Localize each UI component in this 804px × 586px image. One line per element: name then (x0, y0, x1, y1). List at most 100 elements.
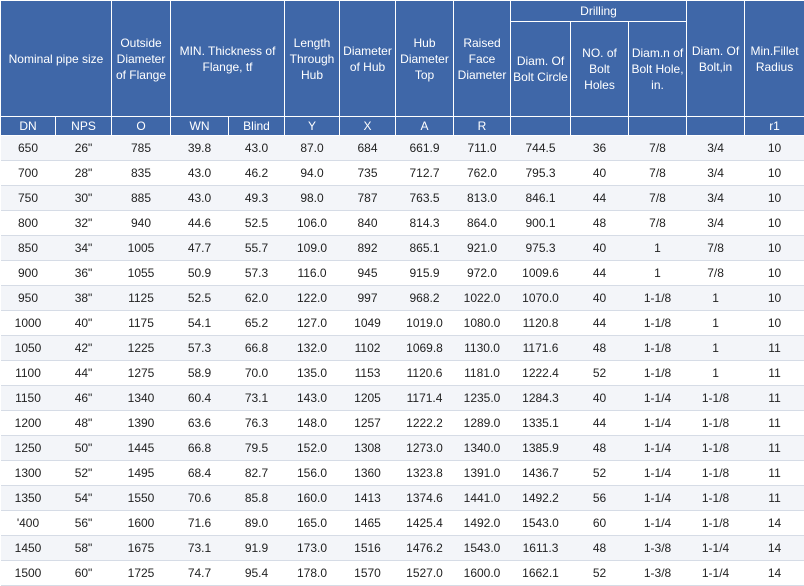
subheader-cell: A (396, 117, 454, 136)
table-cell: 846.1 (511, 186, 571, 211)
table-cell: 116.0 (285, 261, 340, 286)
table-cell: 1-1/8 (629, 336, 687, 361)
table-cell: 89.0 (229, 511, 285, 536)
table-cell: 40 (571, 386, 629, 411)
table-cell: 1205 (340, 386, 396, 411)
table-cell: 1495 (112, 461, 171, 486)
table-cell: 127.0 (285, 311, 340, 336)
table-cell: 1492.2 (511, 486, 571, 511)
table-cell: 152.0 (285, 436, 340, 461)
table-cell: 1-1/4 (629, 486, 687, 511)
table-cell: 1413 (340, 486, 396, 511)
header-bolt-holes-count: NO. of Bolt Holes (571, 22, 629, 117)
table-cell: 1308 (340, 436, 396, 461)
table-cell: 7/8 (629, 136, 687, 161)
table-cell: 1120.8 (511, 311, 571, 336)
table-cell: 1492.0 (454, 511, 511, 536)
table-header: Nominal pipe size Outside Diameter of Fl… (1, 1, 804, 136)
table-cell: 11 (745, 361, 804, 386)
table-cell: 3/4 (687, 136, 745, 161)
table-cell: 10 (745, 311, 804, 336)
table-cell: 1019.0 (396, 311, 454, 336)
table-cell: 1175 (112, 311, 171, 336)
table-cell: 70.0 (229, 361, 285, 386)
table-cell: 60.4 (171, 386, 229, 411)
table-cell: 997 (340, 286, 396, 311)
header-hub-diameter-top: Hub Diameter Top (396, 1, 454, 117)
header-drilling: Drilling (511, 1, 687, 22)
table-cell: 1-1/4 (687, 536, 745, 561)
table-cell: 1222.4 (511, 361, 571, 386)
header-bolt-hole-diameter: Diam.n of Bolt Hole, in. (629, 22, 687, 117)
table-cell: 1120.6 (396, 361, 454, 386)
table-cell: 55.7 (229, 236, 285, 261)
table-cell: 109.0 (285, 236, 340, 261)
table-cell: 1516 (340, 536, 396, 561)
table-cell: 1476.2 (396, 536, 454, 561)
table-cell: 1284.3 (511, 386, 571, 411)
table-cell: 1070.0 (511, 286, 571, 311)
table-cell: 1000 (1, 311, 56, 336)
table-cell: 1445 (112, 436, 171, 461)
table-cell: 921.0 (454, 236, 511, 261)
table-cell: 160.0 (285, 486, 340, 511)
table-cell: 36 (571, 136, 629, 161)
table-cell: 1100 (1, 361, 56, 386)
table-cell: 10 (745, 136, 804, 161)
table-cell: '400 (1, 511, 56, 536)
table-cell: 122.0 (285, 286, 340, 311)
table-cell: 1275 (112, 361, 171, 386)
table-cell: 44 (571, 261, 629, 286)
table-cell: 1 (629, 261, 687, 286)
table-cell: 11 (745, 461, 804, 486)
table-cell: 10 (745, 186, 804, 211)
table-cell: 40 (571, 161, 629, 186)
table-cell: 94.0 (285, 161, 340, 186)
table-cell: 1-1/4 (629, 386, 687, 411)
table-cell: 54" (56, 486, 112, 511)
table-cell: 11 (745, 411, 804, 436)
header-outside-diameter: Outside Diameter of Flange (112, 1, 171, 117)
table-cell: 87.0 (285, 136, 340, 161)
table-cell: 1 (687, 286, 745, 311)
subheader-cell: R (454, 117, 511, 136)
table-cell: 1125 (112, 286, 171, 311)
table-cell: 885 (112, 186, 171, 211)
subheader-cell: Blind (229, 117, 285, 136)
table-cell: 44.6 (171, 211, 229, 236)
table-cell: 735 (340, 161, 396, 186)
table-cell: 39.8 (171, 136, 229, 161)
table-cell: 66.8 (171, 436, 229, 461)
table-cell: 26" (56, 136, 112, 161)
table-cell: 44 (571, 186, 629, 211)
table-cell: 900 (1, 261, 56, 286)
table-cell: 32" (56, 211, 112, 236)
subheader-cell: r1 (745, 117, 804, 136)
table-cell: 57.3 (229, 261, 285, 286)
table-cell: 44 (571, 411, 629, 436)
table-cell: 1130.0 (454, 336, 511, 361)
table-cell: 1600 (112, 511, 171, 536)
table-cell: 98.0 (285, 186, 340, 211)
table-cell: 1049 (340, 311, 396, 336)
table-cell: 1350 (1, 486, 56, 511)
table-cell: 44" (56, 361, 112, 386)
table-cell: 711.0 (454, 136, 511, 161)
table-cell: 915.9 (396, 261, 454, 286)
table-cell: 900.1 (511, 211, 571, 236)
table-cell: 30" (56, 186, 112, 211)
table-cell: 73.1 (229, 386, 285, 411)
table-cell: 940 (112, 211, 171, 236)
table-cell: 11 (745, 436, 804, 461)
table-cell: 46.2 (229, 161, 285, 186)
subheader-cell: DN (1, 117, 56, 136)
table-cell: 1009.6 (511, 261, 571, 286)
table-cell: 28" (56, 161, 112, 186)
